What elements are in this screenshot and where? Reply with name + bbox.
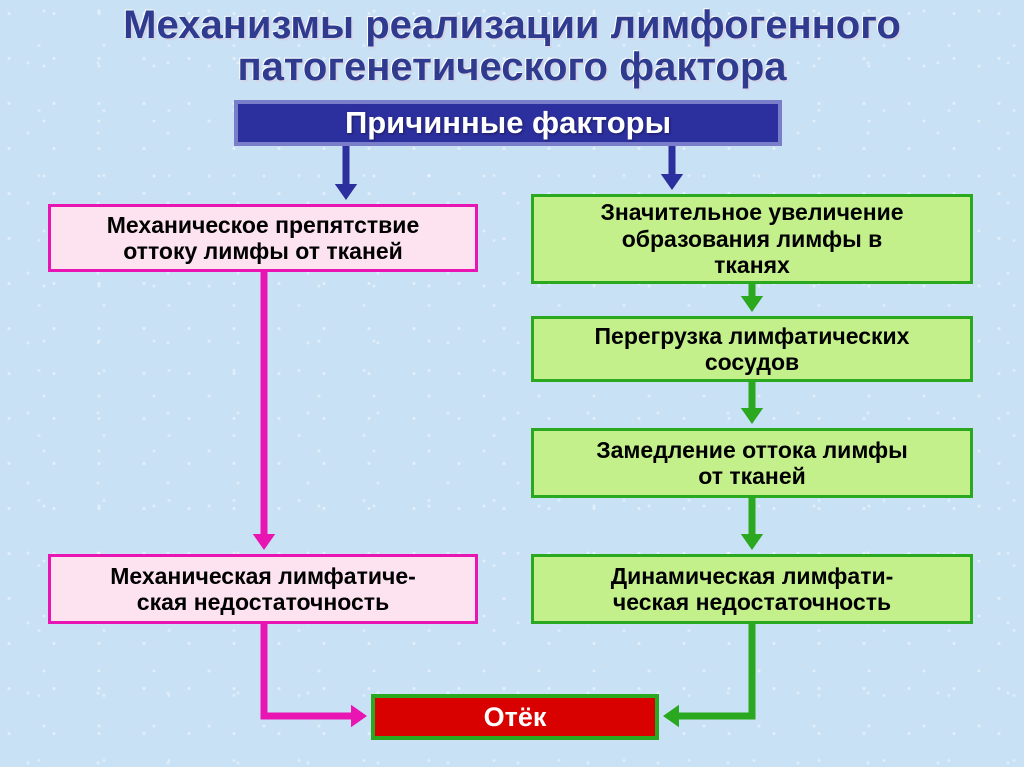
final-text: Отёк — [484, 702, 547, 733]
header-causal-factors: Причинные факторы — [234, 100, 782, 146]
node-mechanical-obstruction: Механическое препятствиеоттоку лимфы от … — [48, 204, 478, 272]
header-text: Причинные факторы — [345, 105, 671, 141]
node-lymph-increase: Значительное увеличениеобразования лимфы… — [531, 194, 973, 284]
node-edema: Отёк — [371, 694, 659, 740]
node-dynamic-insufficiency: Динамическая лимфати-ческая недостаточно… — [531, 554, 973, 624]
node-mechanical-insufficiency: Механическая лимфатиче-ская недостаточно… — [48, 554, 478, 624]
node-outflow-slowdown: Замедление оттока лимфыот тканей — [531, 428, 973, 498]
title-line2: патогенетического фактора — [237, 45, 786, 89]
title-line1: Механизмы реализации лимфогенного — [123, 3, 901, 47]
slide-title: Механизмы реализации лимфогенного патоге… — [0, 0, 1024, 88]
node-vessel-overload: Перегрузка лимфатическихсосудов — [531, 316, 973, 382]
